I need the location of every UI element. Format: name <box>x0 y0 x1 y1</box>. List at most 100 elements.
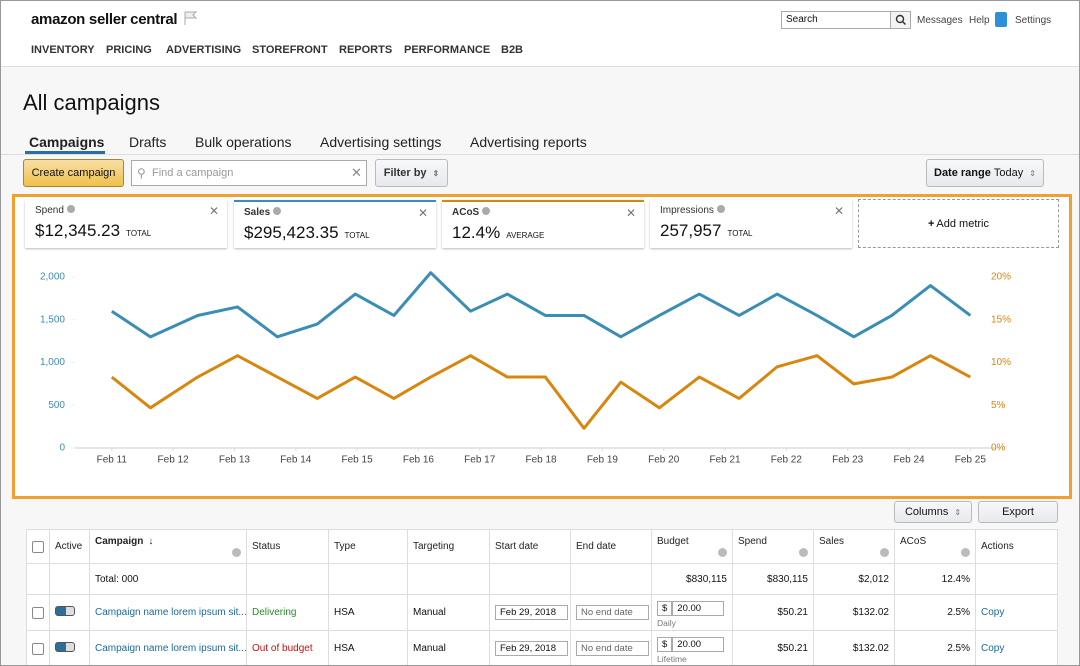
active-toggle[interactable] <box>49 594 90 631</box>
line-series <box>110 354 972 430</box>
clear-icon[interactable]: ✕ <box>351 165 362 180</box>
nav-item[interactable]: ADVERTISING <box>166 44 242 56</box>
date-range-button[interactable]: Date range Today ⇕ <box>926 159 1044 187</box>
tab-indicator <box>25 151 105 154</box>
columns-button[interactable]: Columns ⇕ <box>894 501 972 523</box>
budget: $20.00 Lifetime <box>651 630 733 665</box>
search-button[interactable] <box>890 11 911 29</box>
select-all[interactable] <box>26 529 50 564</box>
column-header[interactable]: Sales <box>813 529 895 564</box>
find-campaign-input[interactable]: Find a campaign <box>131 160 367 186</box>
copy-action[interactable]: Copy <box>975 630 1058 665</box>
campaign-name[interactable]: Campaign name lorem ipsum sit... <box>89 594 247 631</box>
nav-item[interactable]: STOREFRONT <box>252 44 328 56</box>
nav-item[interactable]: PRICING <box>106 44 152 56</box>
start-date-input[interactable]: Feb 29, 2018 <box>495 605 568 620</box>
metric-value-row: $12,345.23 TOTAL <box>35 221 217 241</box>
settings-link[interactable]: Settings <box>1015 15 1052 26</box>
y2-tick-label: 0% <box>991 443 1006 454</box>
column-header[interactable]: Budget <box>651 529 733 564</box>
currency: $ <box>657 600 673 616</box>
metric-card[interactable]: Spend ✕ $12,345.23 TOTAL <box>25 200 227 248</box>
metric-value-row: $295,423.35 TOTAL <box>244 223 426 243</box>
metric-card[interactable]: Impressions ✕ 257,957 TOTAL <box>650 200 852 248</box>
budget-input[interactable]: 20.00 <box>672 636 725 652</box>
info-icon <box>716 205 725 213</box>
page-title: All campaigns <box>23 90 160 115</box>
column-header[interactable]: Status <box>246 529 329 564</box>
cell <box>407 563 490 595</box>
x-tick-label: Feb 14 <box>280 455 312 466</box>
campaign-row: Campaign name lorem ipsum sit... Deliveri… <box>26 594 1058 631</box>
messages-link[interactable]: Messages <box>917 15 963 26</box>
select[interactable] <box>26 630 50 665</box>
metric-card[interactable]: ACoS ✕ 12.4% AVERAGE <box>442 200 644 248</box>
close-icon[interactable]: ✕ <box>625 206 636 220</box>
column-header[interactable]: Targeting <box>407 529 490 564</box>
column-header[interactable]: ACoS <box>894 529 976 564</box>
column-header[interactable]: Type <box>328 529 408 564</box>
sales: $132.02 <box>813 630 895 665</box>
active-toggle[interactable] <box>49 630 90 665</box>
create-campaign-button[interactable]: Create campaign <box>23 159 124 187</box>
select[interactable] <box>26 594 50 631</box>
column-header[interactable]: End date <box>570 529 652 564</box>
campaign-name[interactable]: Campaign name lorem ipsum sit... <box>89 630 247 665</box>
header-label: Campaign <box>95 536 144 547</box>
tab[interactable]: Bulk operations <box>195 134 292 150</box>
metric-value: 257,957 <box>660 221 722 240</box>
type: HSA <box>328 594 408 631</box>
metric-kind: TOTAL <box>727 229 753 238</box>
currency: $ <box>657 636 673 652</box>
add-metric-button[interactable]: + Add metric <box>858 199 1059 248</box>
x-tick-label: Feb 24 <box>893 455 925 466</box>
x-tick-label: Feb 13 <box>219 455 251 466</box>
filter-button[interactable]: Filter by ⇕ <box>375 159 448 187</box>
nav-item[interactable]: B2B <box>501 44 524 56</box>
x-tick-label: Feb 19 <box>587 455 619 466</box>
copy-action[interactable]: Copy <box>975 594 1058 631</box>
tab[interactable]: Advertising settings <box>320 134 442 150</box>
info-icon <box>482 207 491 215</box>
cell <box>570 563 652 595</box>
type: HSA <box>328 630 408 665</box>
search-icon: ⚲ <box>137 166 146 180</box>
tab[interactable]: Advertising reports <box>470 134 587 150</box>
column-header[interactable]: Actions <box>975 529 1058 564</box>
logo[interactable]: amazon seller central <box>31 11 178 28</box>
column-header[interactable]: Start date <box>489 529 571 564</box>
tab-divider <box>1 154 1079 155</box>
end-date-input[interactable]: No end date <box>576 641 649 656</box>
close-icon[interactable]: ✕ <box>833 204 844 218</box>
close-icon[interactable]: ✕ <box>208 204 219 218</box>
metric-card[interactable]: Sales ✕ $295,423.35 TOTAL <box>234 200 436 248</box>
flag-icon[interactable] <box>183 11 199 25</box>
header-label: Targeting <box>413 541 455 552</box>
tab[interactable]: Campaigns <box>29 134 105 150</box>
column-header[interactable]: Campaign ↓ <box>89 529 247 564</box>
info-icon <box>799 548 808 557</box>
x-tick-label: Feb 25 <box>955 455 987 466</box>
nav-item[interactable]: INVENTORY <box>31 44 95 56</box>
chart: Feb 11 Feb 12 Feb 13 Feb 14 Feb 15 Feb 16 Feb … <box>40 271 1011 466</box>
end-date-input[interactable]: No end date <box>576 605 649 620</box>
y2-tick-label: 20% <box>991 272 1011 283</box>
close-icon[interactable]: ✕ <box>417 206 428 220</box>
sort-icon: ↓ <box>148 536 154 547</box>
export-button[interactable]: Export <box>978 501 1058 523</box>
tab[interactable]: Drafts <box>129 134 167 150</box>
nav-item[interactable]: REPORTS <box>339 44 393 56</box>
start-date-input[interactable]: Feb 29, 2018 <box>495 641 568 656</box>
cell <box>26 563 50 595</box>
spend: $50.21 <box>732 594 814 631</box>
metric-name: ACoS <box>452 207 634 218</box>
column-header[interactable]: Active <box>49 529 90 564</box>
x-tick-label: Feb 15 <box>342 455 374 466</box>
y2-tick-label: 10% <box>991 357 1011 368</box>
column-header[interactable]: Spend <box>732 529 814 564</box>
nav-item[interactable]: PERFORMANCE <box>404 44 491 56</box>
help-link[interactable]: Help <box>969 15 990 26</box>
metric-value: 12.4% <box>452 223 501 242</box>
y-tick-label: 1,000 <box>40 357 65 368</box>
budget-input[interactable]: 20.00 <box>672 600 725 616</box>
